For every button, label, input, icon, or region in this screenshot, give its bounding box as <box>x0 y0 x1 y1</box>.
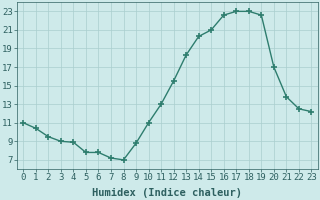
X-axis label: Humidex (Indice chaleur): Humidex (Indice chaleur) <box>92 188 242 198</box>
